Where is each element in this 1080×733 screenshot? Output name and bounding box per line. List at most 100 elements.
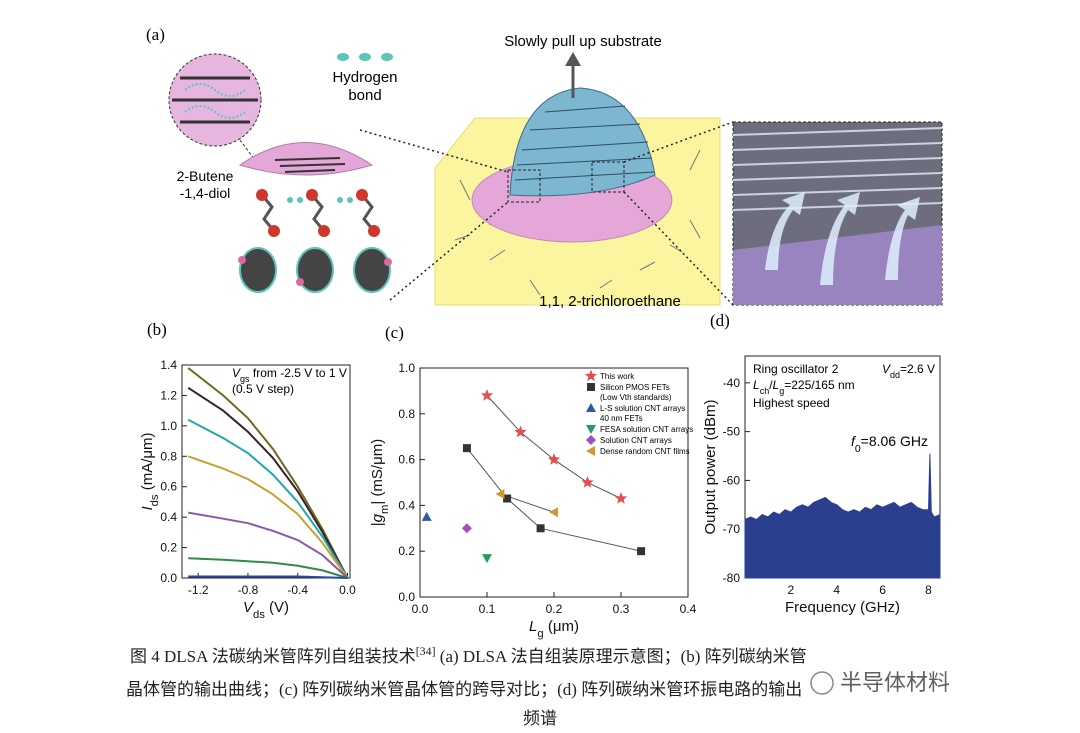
y-tick-label: 0.8 — [160, 449, 177, 463]
chart: (b) -1.2 -0.8 -0.4 0.0 0.0 0.2 0.4 0.6 0.8 1.0 1.2 1… — [139, 320, 356, 621]
y-tick-label: -60 — [723, 473, 741, 487]
annotation: (0.5 V step) — [232, 382, 294, 396]
text-part: (mA/μm) — [139, 432, 156, 494]
y-tick-label: -50 — [723, 425, 741, 439]
text-part: m — [379, 505, 391, 514]
curve — [188, 511, 349, 579]
annotation: Vdd=2.6 V — [882, 362, 935, 380]
text-part: (μm) — [544, 618, 579, 635]
y-tick-label: 1.0 — [160, 419, 177, 433]
legend-marker — [587, 383, 595, 391]
annotation: Vgs from -2.5 V to 1 V — [232, 366, 347, 384]
bonds — [184, 83, 246, 119]
y-tick-label: 0.6 — [160, 480, 177, 494]
text-part: (a) DLSA 法自组装原理示意图；(b) 阵列碳纳米管 — [436, 647, 807, 666]
text-part: / — [769, 378, 773, 392]
legend-label: L-S solution CNT arrays — [600, 404, 685, 413]
text-part: | (mS/μm) — [369, 439, 386, 505]
point — [480, 389, 494, 401]
point — [536, 524, 545, 533]
text-part: L — [529, 618, 537, 635]
y-axis-label: Ids (mA/μm) — [139, 432, 161, 510]
y-tick-label: -80 — [723, 571, 741, 585]
x-tick-label: 0.4 — [680, 602, 697, 616]
molecules — [238, 189, 392, 293]
y-tick-label: 0.2 — [160, 541, 177, 555]
text-part: ds — [253, 609, 265, 621]
curve — [187, 386, 349, 579]
text-part: L — [753, 378, 760, 392]
hydrogen-dots — [337, 53, 393, 61]
x-tick-label: 4 — [833, 583, 840, 597]
point — [581, 476, 594, 488]
text-part: Ring oscillator 2 — [753, 362, 839, 376]
text-part: ch — [760, 386, 770, 396]
x-tick-label: 0.3 — [613, 602, 630, 616]
plot-frame — [181, 364, 351, 579]
y-tick-label: -40 — [723, 376, 741, 390]
text-part: =225/165 nm — [784, 378, 854, 392]
hydrogen-label: Hydrogen — [332, 69, 397, 86]
solvent-label: 1,1, 2-trichloroethane — [539, 293, 681, 310]
caption-line: 图 4 DLSA 法碳纳米管阵列自组装技术[34] (a) DLSA 法自组装原… — [130, 644, 807, 666]
panel-label: (b) — [147, 320, 167, 339]
caption-line: 晶体管的输出曲线；(c) 阵列碳纳米管晶体管的跨导对比；(d) 阵列碳纳米管环振… — [126, 680, 802, 699]
point — [461, 523, 472, 534]
point — [462, 444, 471, 453]
y-tick-label: 1.4 — [160, 358, 177, 372]
x-axis-label: Vds (V) — [243, 599, 289, 621]
watermark: 半导体材料 — [810, 670, 950, 695]
zoom-film — [733, 225, 942, 305]
text-part: L — [773, 378, 780, 392]
text-part: g — [369, 513, 386, 522]
point — [547, 453, 561, 465]
diol-label: -1,4-diol — [180, 185, 231, 201]
annotation: Highest speed — [753, 396, 830, 410]
watermark-icon — [810, 671, 834, 695]
text-part: from -2.5 V to 1 V — [250, 366, 347, 380]
y-tick-label: -70 — [723, 522, 741, 536]
legend-label: Dense random CNT films — [600, 447, 690, 456]
y-tick-label: 1.0 — [398, 361, 415, 375]
schematic-a: (a) Hydrogen bond 2-Butene -1,4-diol — [146, 25, 943, 310]
curve — [187, 455, 349, 579]
text-part: dd — [890, 370, 900, 380]
y-axis-label: Output power (dBm) — [702, 399, 719, 534]
y-tick-label: 0.4 — [398, 498, 415, 512]
y-tick-label: 0.4 — [160, 510, 177, 524]
legend-label: Solution CNT arrays — [600, 436, 672, 445]
text-part: V — [882, 362, 891, 376]
point — [421, 511, 432, 521]
annotation: f0=8.06 GHz — [851, 433, 928, 455]
substrate-dome — [509, 87, 656, 197]
text-part: 0 — [855, 443, 861, 455]
text-part: 频谱 — [523, 709, 557, 728]
trend-line — [466, 447, 642, 552]
curve — [188, 575, 348, 579]
x-tick-label: -0.8 — [238, 583, 259, 597]
x-tick-label: 6 — [879, 583, 886, 597]
text-part: (V) — [265, 599, 289, 616]
cnt-bundle — [274, 157, 346, 173]
spectrum — [744, 453, 941, 579]
y-tick-label: 0.2 — [398, 544, 415, 558]
annotation: Lch/Lg=225/165 nm — [753, 378, 855, 396]
legend-label: This work — [600, 372, 635, 381]
x-tick-label: 2 — [788, 583, 795, 597]
point — [495, 488, 505, 499]
caption-line: 频谱 — [523, 709, 557, 728]
x-tick-label: 0.2 — [546, 602, 563, 616]
text-part: g — [537, 628, 543, 640]
legend-marker — [586, 446, 595, 456]
curve — [187, 367, 349, 579]
text-part: Output power (dBm) — [702, 399, 719, 534]
x-tick-label: -0.4 — [287, 583, 308, 597]
charts: (b)-1.2 -0.8 -0.4 0.00.00.20.40.60.81.01.21… — [139, 311, 941, 640]
legend-marker — [586, 403, 596, 412]
point — [637, 547, 646, 556]
text-part: gs — [240, 374, 250, 384]
text-part: | — [369, 522, 386, 526]
legend-marker — [586, 425, 596, 434]
zoom-box — [591, 161, 625, 193]
x-tick-label: 0.1 — [479, 602, 496, 616]
